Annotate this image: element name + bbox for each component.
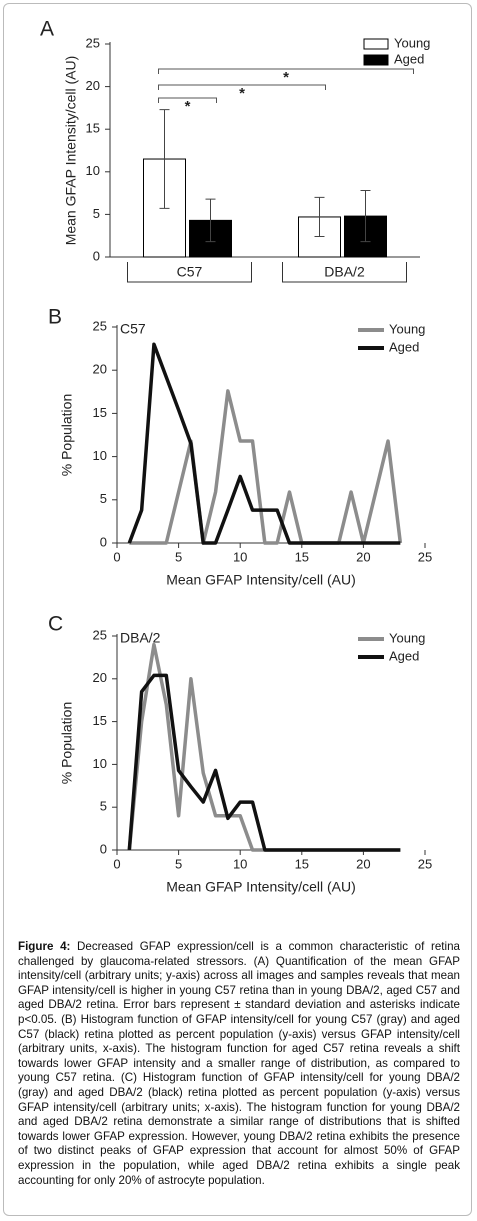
significance-bracket [158,97,217,103]
caption-text: Decreased GFAP expression/cell is a comm… [18,940,460,1187]
y-axis-label: % Population [59,394,75,477]
series-line [129,389,403,545]
panel-label: B [48,306,62,329]
y-axis-label: Mean GFAP Intensity/cell (AU) [63,56,79,246]
x-tick-label: 5 [175,549,182,564]
x-tick-label: 0 [113,856,120,871]
y-tick-label: 0 [100,841,107,856]
y-tick-label: 15 [93,713,107,728]
x-tick-label: 10 [233,856,247,871]
panel-subtitle: C57 [120,321,146,337]
y-tick-label: 5 [93,206,100,221]
group-bracket [282,262,407,283]
x-tick-label: 10 [233,549,247,564]
y-tick-label: 20 [93,670,107,685]
panel-subtitle: DBA/2 [120,630,161,646]
figure: A 0 5 10 15 20 25 Mean GFAP Intensity/cell (AU)… [40,18,432,895]
y-tick-label: 0 [100,534,107,549]
significance-bracket [158,68,414,74]
y-tick-label: 20 [86,78,100,93]
y-tick-label: 20 [93,362,107,377]
x-tick-label: 20 [356,856,370,871]
x-tick-label: 15 [295,549,309,564]
error-bar [314,196,325,238]
significance-bracket [158,84,326,90]
legend-label: Aged [389,648,419,663]
legend-swatch [363,38,389,50]
y-tick-label: 10 [93,448,107,463]
significance-star: * [283,69,289,86]
y-tick-label: 15 [93,405,107,420]
y-axis-label: % Population [59,702,75,785]
legend-label: Young [394,35,430,50]
series-line [127,342,401,545]
x-tick-label: 0 [113,549,120,564]
x-tick-label: 25 [418,856,432,871]
x-tick-label: 15 [295,856,309,871]
y-tick-label: 0 [93,248,100,263]
legend-label: Young [389,321,425,336]
y-tick-label: 25 [93,318,107,333]
x-tick-label: DBA/2 [324,264,365,280]
significance-star: * [239,85,245,102]
y-tick-label: 15 [86,121,100,136]
x-axis-label: Mean GFAP Intensity/cell (AU) [166,572,356,588]
legend-label: Aged [394,51,424,66]
caption: Figure 4: Decreased GFAP expression/cell… [18,940,460,1188]
figure-frame [3,3,472,1216]
x-tick-label: 20 [356,549,370,564]
y-tick-label: 25 [86,35,100,50]
y-tick-label: 5 [100,799,107,814]
panel-label: C [48,613,63,636]
x-axis-label: Mean GFAP Intensity/cell (AU) [166,879,356,895]
error-bar [205,198,216,243]
panel-label: A [40,18,54,41]
y-tick-label: 5 [100,491,107,506]
group-bracket [127,262,252,283]
significance-star: * [185,98,191,115]
y-tick-label: 10 [86,163,100,178]
error-bar [159,109,170,209]
legend-swatch [363,54,389,66]
legend-label: Young [389,630,425,645]
x-tick-label: 5 [175,856,182,871]
x-tick-label: C57 [177,264,203,280]
error-bar [360,190,371,243]
series-line [127,673,401,852]
x-tick-label: 25 [418,549,432,564]
series-line [127,642,401,852]
caption-label: Figure 4: [18,940,71,953]
legend-label: Aged [389,339,419,354]
y-tick-label: 25 [93,627,107,642]
y-tick-label: 10 [93,756,107,771]
